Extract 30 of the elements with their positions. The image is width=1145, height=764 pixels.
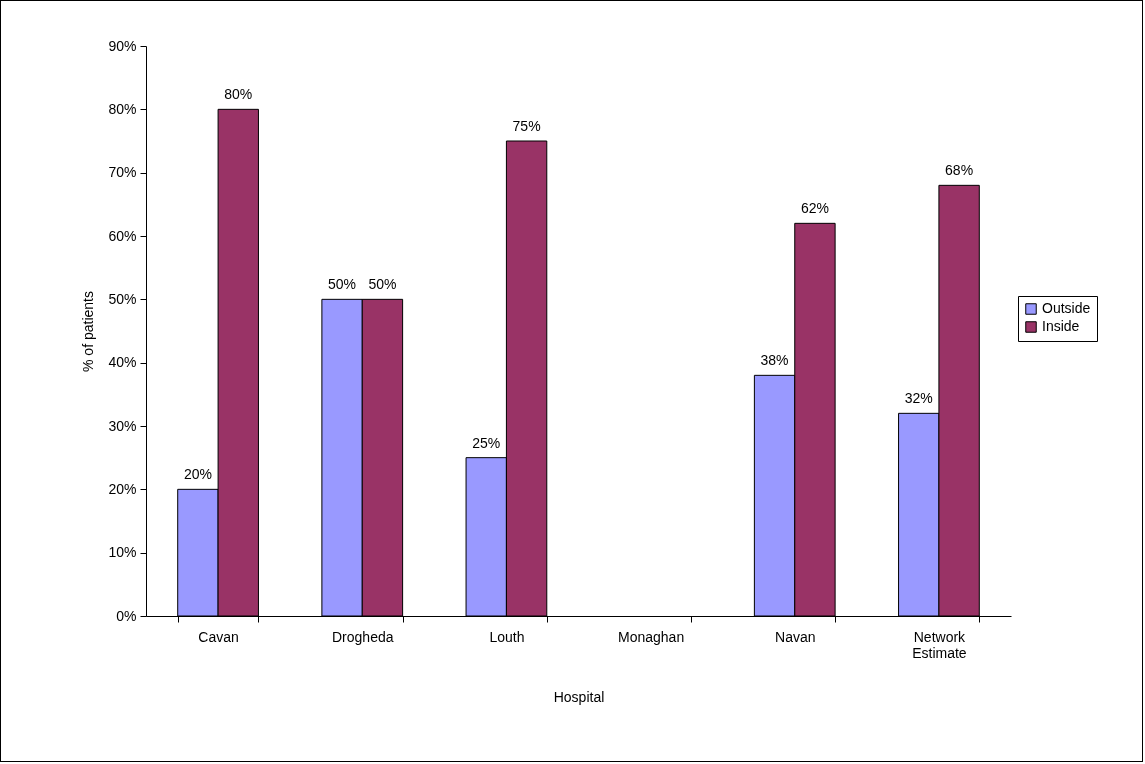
data-label: 75%	[512, 118, 541, 134]
x-tick-label: Drogheda	[332, 628, 394, 645]
y-axis-title: % of patients	[80, 291, 97, 372]
x-axis-title: Hospital	[553, 688, 605, 705]
y-tick-label: 60%	[108, 227, 137, 244]
data-label: 38%	[760, 352, 789, 369]
y-tick-label: 50%	[108, 290, 137, 307]
data-label: 20%	[183, 466, 212, 483]
y-tick-label: 40%	[108, 354, 137, 371]
y-tick-label: 20%	[108, 480, 137, 497]
data-label: 32%	[904, 390, 933, 407]
y-tick-label: 10%	[108, 544, 137, 561]
y-tick-label: 0%	[116, 607, 137, 624]
data-label: 62%	[800, 200, 829, 217]
y-tick-label: 70%	[108, 164, 137, 181]
x-tick-label: Navan	[775, 628, 816, 645]
x-tick-label: Monaghan	[618, 628, 685, 645]
x-tick-label: Network Estimate	[912, 628, 967, 661]
legend-label: Inside	[1042, 318, 1080, 334]
data-label: 50%	[368, 276, 397, 293]
y-tick-label: 90%	[108, 37, 137, 54]
data-label: 25%	[472, 434, 501, 451]
data-label: 50%	[328, 276, 357, 293]
y-tick-label: 30%	[108, 417, 137, 434]
x-tick-label: Louth	[489, 628, 525, 645]
data-label: 68%	[945, 162, 974, 179]
y-tick-label: 80%	[108, 100, 137, 117]
legend-label: Outside	[1042, 300, 1091, 316]
x-tick-label: Cavan	[198, 628, 239, 645]
data-label: 80%	[224, 86, 253, 103]
